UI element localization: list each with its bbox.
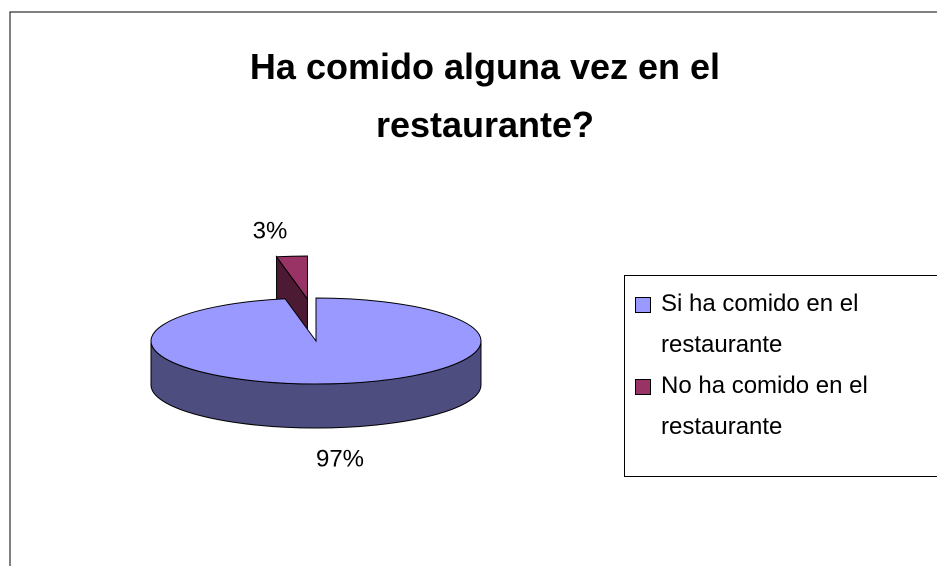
pie-slice [275,255,308,301]
chart-border [9,11,937,566]
legend-label: Si ha comido en el restaurante [661,290,859,358]
pie: 97% 3% [150,217,482,472]
legend-swatch [635,297,651,313]
legend: Si ha comido en el restaurante No ha comi… [624,275,937,477]
data-label: 97% [316,445,364,472]
legend-label: No ha comido en el restaurante [661,372,868,440]
legend-swatch [635,379,651,395]
chart-title: Ha comido alguna vez en el restaurante? [249,46,721,145]
data-label: 3% [253,217,288,244]
pie-slice [150,297,482,385]
